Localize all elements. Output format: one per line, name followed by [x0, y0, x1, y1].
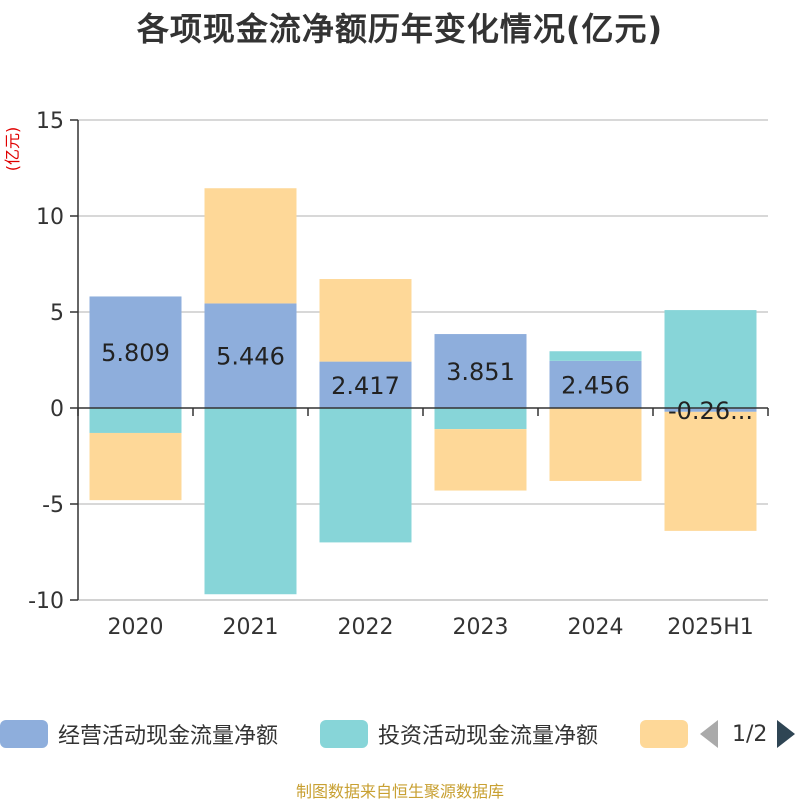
grid-lines [78, 119, 768, 601]
x-tick-label: 2023 [453, 615, 509, 640]
bar-s1-2021[interactable] [204, 408, 297, 595]
y-axis-label: (亿元) [3, 127, 22, 172]
bar-s1-2024[interactable] [549, 351, 642, 361]
bar-s1-2023[interactable] [434, 408, 527, 430]
legend-pager: 1/2 [700, 716, 796, 752]
bar-s0-2021[interactable] [204, 303, 297, 408]
data-label-2024: 2.456 [561, 371, 630, 399]
x-tick-label: 2021 [223, 615, 279, 640]
bar-s2-2020[interactable] [89, 432, 182, 501]
legend-item-financing[interactable] [640, 716, 698, 752]
legend-label-investing: 投资活动现金流量净额 [378, 724, 599, 749]
legend-prev-icon[interactable] [700, 720, 718, 748]
x-tick-label: 2020 [108, 615, 164, 640]
bar-s1-2022[interactable] [319, 408, 412, 543]
legend-label-operating: 经营活动现金流量净额 [58, 724, 279, 749]
axes: -10 -5 0 5 10 15 (亿元) 2020 2021 2022 2023 2024 2025H… [3, 109, 769, 640]
chart-title: 各项现金流净额历年变化情况(亿元) [136, 10, 664, 48]
bar-s0-2022[interactable] [319, 361, 412, 408]
bar-s1-2020[interactable] [89, 408, 182, 433]
bar-s0-2023[interactable] [434, 334, 527, 408]
bar-s0-2020[interactable] [89, 296, 182, 408]
x-tick-label: 2024 [568, 615, 624, 640]
data-label-2023: 3.851 [446, 358, 515, 386]
legend: 经营活动现金流量净额 投资活动现金流量净额 1/2 [0, 716, 800, 752]
y-tick-label: 10 [36, 205, 64, 230]
legend-page-indicator: 1/2 [732, 721, 768, 747]
bar-s2-2024[interactable] [549, 408, 642, 481]
bar-s2-2021[interactable] [204, 188, 297, 304]
bar-s2-2023[interactable] [434, 429, 527, 491]
y-tick-label: 15 [36, 109, 64, 134]
chart-canvas: -10 -5 0 5 10 15 (亿元) 2020 2021 2022 2023 2024 2025H… [3, 109, 769, 640]
bar-s2-2025H1[interactable] [664, 411, 757, 531]
legend-swatch-financing [640, 720, 688, 748]
bars [89, 188, 757, 595]
y-tick-label: -10 [28, 589, 64, 614]
bar-s0-2025H1[interactable] [664, 408, 757, 412]
data-label-2025H1: -0.26... [668, 397, 753, 425]
legend-next-icon[interactable] [777, 720, 796, 748]
legend-item-operating[interactable]: 经营活动现金流量净额 [0, 716, 278, 752]
y-tick-label: 5 [50, 301, 64, 326]
x-tick-label: 2022 [338, 615, 394, 640]
source-footer: 制图数据来自恒生聚源数据库 [295, 782, 504, 801]
data-label-2021: 5.446 [216, 343, 285, 371]
legend-swatch-operating [0, 720, 48, 748]
legend-item-investing[interactable]: 投资活动现金流量净额 [320, 716, 598, 752]
y-tick-label: -5 [42, 493, 64, 518]
y-tick-label: 0 [50, 397, 64, 422]
data-labels: 5.809 5.446 2.417 3.851 2.456 -0.26... [101, 339, 753, 425]
bar-s2-2022[interactable] [319, 279, 412, 362]
data-label-2022: 2.417 [331, 372, 400, 400]
legend-swatch-investing [320, 720, 368, 748]
bar-s1-2025H1[interactable] [664, 310, 757, 408]
x-tick-label: 2025H1 [667, 615, 754, 640]
bar-s0-2024[interactable] [549, 360, 642, 408]
data-label-2020: 5.809 [101, 339, 170, 367]
